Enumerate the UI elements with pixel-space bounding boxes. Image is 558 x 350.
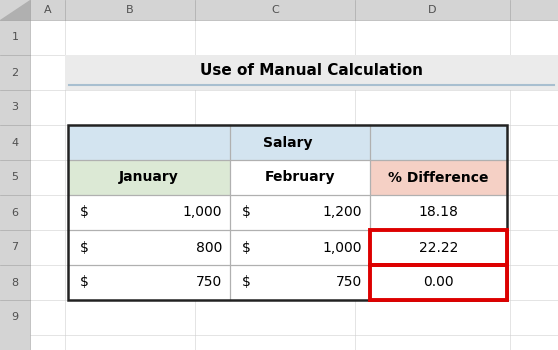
Text: 5: 5 bbox=[12, 173, 18, 182]
Text: B: B bbox=[126, 5, 134, 15]
Text: 3: 3 bbox=[12, 103, 18, 112]
Bar bbox=[68, 230, 507, 265]
Text: 2: 2 bbox=[11, 68, 18, 77]
Text: D: D bbox=[428, 5, 437, 15]
Bar bbox=[68, 125, 507, 300]
Bar bbox=[370, 265, 507, 300]
Bar bbox=[68, 125, 507, 160]
Text: $: $ bbox=[80, 275, 89, 289]
Text: 1,200: 1,200 bbox=[323, 205, 362, 219]
Bar bbox=[370, 230, 507, 265]
Text: $: $ bbox=[80, 240, 89, 254]
Text: 750: 750 bbox=[336, 275, 362, 289]
Polygon shape bbox=[0, 0, 30, 20]
Text: 18.18: 18.18 bbox=[418, 205, 459, 219]
Bar bbox=[65, 55, 558, 90]
Text: 1: 1 bbox=[12, 33, 18, 42]
Bar bbox=[0, 20, 30, 350]
Bar bbox=[0, 0, 558, 20]
Text: C: C bbox=[271, 5, 279, 15]
Text: $: $ bbox=[242, 205, 251, 219]
Text: 800: 800 bbox=[196, 240, 222, 254]
Text: $: $ bbox=[242, 275, 251, 289]
Text: February: February bbox=[264, 170, 335, 184]
Text: 1,000: 1,000 bbox=[182, 205, 222, 219]
Text: Use of Manual Calculation: Use of Manual Calculation bbox=[200, 63, 423, 78]
Text: January: January bbox=[119, 170, 179, 184]
Bar bbox=[230, 160, 370, 195]
Text: % Difference: % Difference bbox=[388, 170, 489, 184]
Text: 0.00: 0.00 bbox=[423, 275, 454, 289]
Text: Salary: Salary bbox=[263, 135, 312, 149]
Bar bbox=[68, 195, 507, 230]
Text: 22.22: 22.22 bbox=[419, 240, 458, 254]
Text: 8: 8 bbox=[11, 278, 18, 287]
Text: 7: 7 bbox=[11, 243, 18, 252]
Text: 9: 9 bbox=[11, 313, 18, 322]
Text: 1,000: 1,000 bbox=[323, 240, 362, 254]
Text: 750: 750 bbox=[196, 275, 222, 289]
Bar bbox=[68, 265, 507, 300]
Text: $: $ bbox=[242, 240, 251, 254]
Bar bbox=[370, 160, 507, 195]
Text: 6: 6 bbox=[12, 208, 18, 217]
Bar bbox=[68, 160, 230, 195]
Text: A: A bbox=[44, 5, 51, 15]
Text: $: $ bbox=[80, 205, 89, 219]
Text: 4: 4 bbox=[11, 138, 18, 147]
